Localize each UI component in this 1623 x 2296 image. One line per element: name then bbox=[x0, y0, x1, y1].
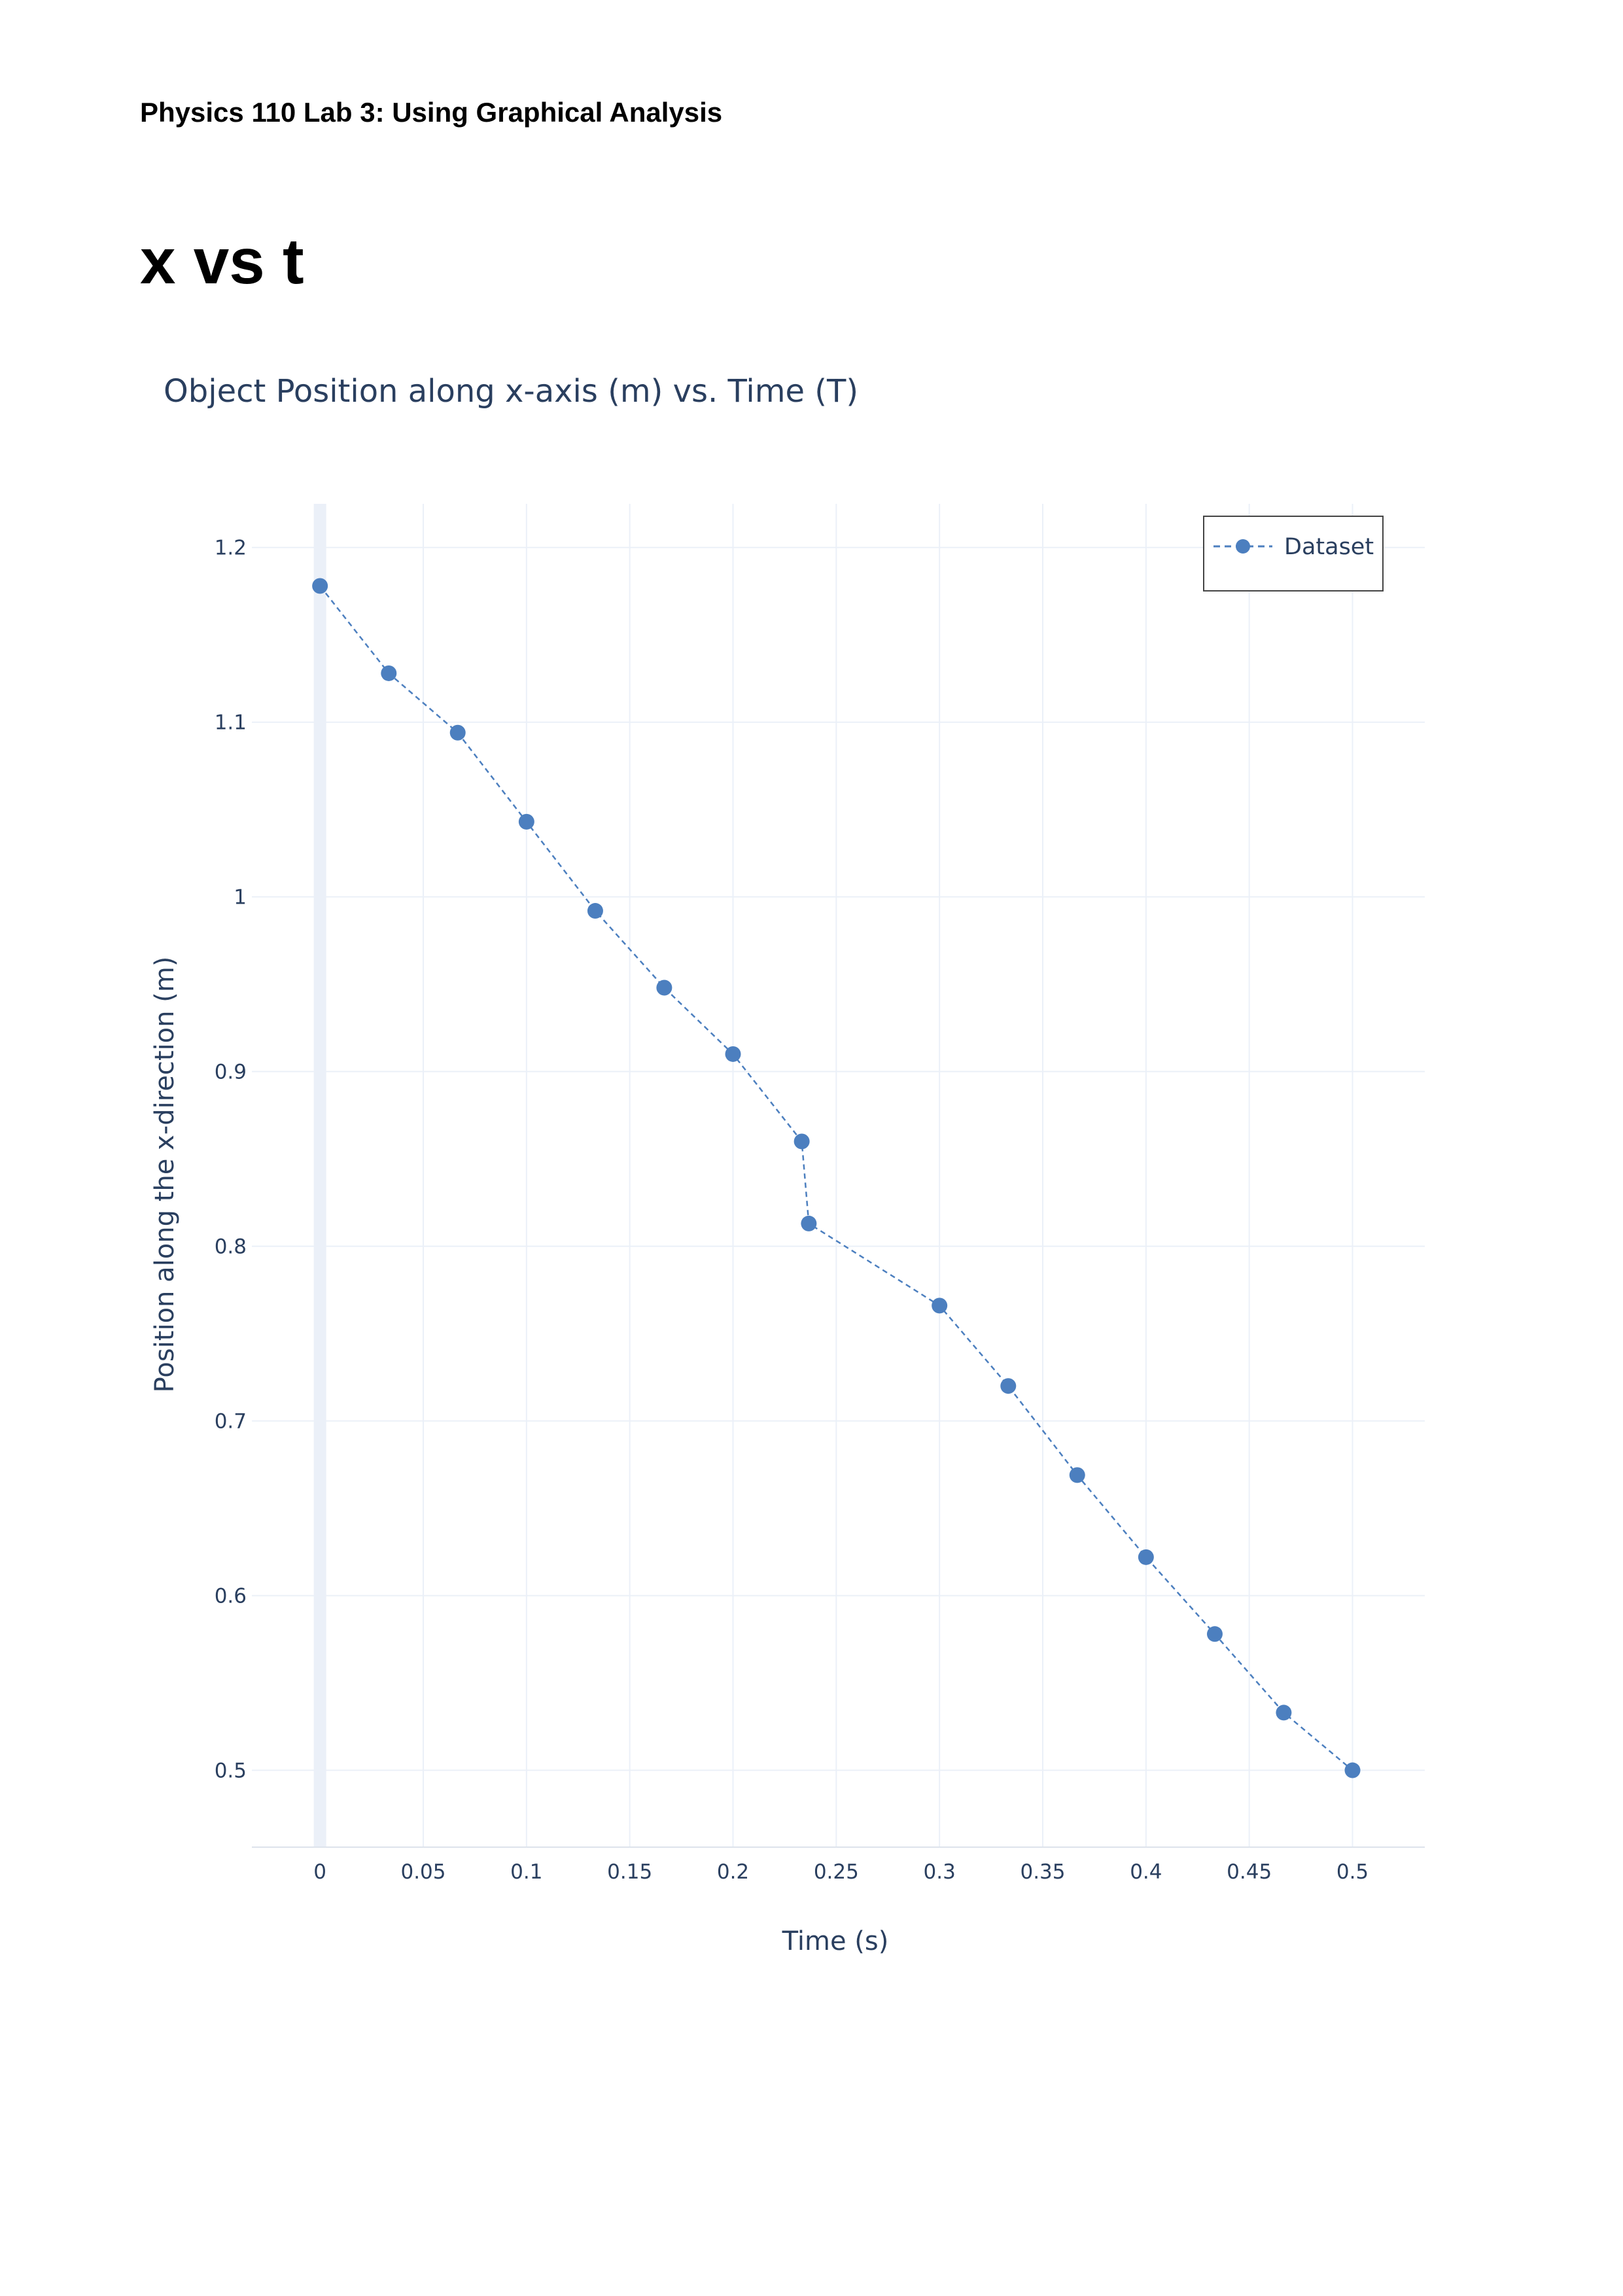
data-point bbox=[801, 1215, 817, 1231]
series-dataset bbox=[312, 578, 1361, 1778]
grid-lines bbox=[252, 504, 1425, 1848]
legend-label: Dataset bbox=[1284, 534, 1374, 560]
x-tick-label: 0.35 bbox=[1020, 1860, 1065, 1884]
data-point bbox=[1000, 1378, 1017, 1394]
x-tick-label: 0.3 bbox=[924, 1860, 956, 1884]
y-tick-label: 0.5 bbox=[215, 1759, 247, 1783]
data-point bbox=[1138, 1549, 1154, 1565]
data-point bbox=[1206, 1626, 1223, 1642]
data-point bbox=[932, 1298, 948, 1314]
x-tick-label: 0.5 bbox=[1336, 1860, 1369, 1884]
data-point bbox=[449, 724, 466, 741]
data-point bbox=[518, 813, 534, 830]
data-point bbox=[312, 578, 328, 594]
page-header: Physics 110 Lab 3: Using Graphical Analy… bbox=[140, 97, 723, 128]
data-point bbox=[725, 1046, 741, 1062]
x-axis-ticks: 0 0.05 0.1 0.15 0.2 0.25 0.3 0.35 0.4 0.45 0.5 bbox=[313, 1860, 1369, 1884]
y-tick-label: 0.9 bbox=[215, 1061, 247, 1084]
y-tick-label: 0.8 bbox=[215, 1235, 247, 1259]
y-axis-ticks: 0.5 0.6 0.7 0.8 0.9 1 1.1 1.2 bbox=[215, 537, 247, 1783]
x-tick-label: 0 bbox=[313, 1860, 326, 1884]
chart-title: Object Position along x-axis (m) vs. Tim… bbox=[164, 373, 858, 410]
y-axis-title: Position along the x-direction (m) bbox=[150, 957, 180, 1393]
y-tick-label: 1.1 bbox=[215, 711, 247, 735]
data-point bbox=[1276, 1704, 1292, 1721]
legend-marker bbox=[1236, 539, 1250, 554]
y-tick-label: 0.7 bbox=[215, 1410, 247, 1434]
section-title: x vs t bbox=[140, 225, 304, 297]
x-axis-title: Time (s) bbox=[782, 1926, 889, 1956]
x-tick-label: 0.1 bbox=[510, 1860, 542, 1884]
y-tick-label: 1.2 bbox=[215, 537, 247, 560]
data-point bbox=[381, 665, 397, 681]
y-tick-label: 1 bbox=[234, 886, 247, 910]
data-point bbox=[656, 980, 672, 996]
data-point bbox=[1069, 1467, 1085, 1483]
legend-box bbox=[1203, 516, 1384, 592]
x-tick-label: 0.05 bbox=[400, 1860, 445, 1884]
data-point bbox=[1344, 1762, 1361, 1778]
x-tick-label: 0.4 bbox=[1130, 1860, 1162, 1884]
data-point bbox=[587, 903, 603, 919]
y-tick-label: 0.6 bbox=[215, 1585, 247, 1608]
data-point bbox=[794, 1133, 810, 1150]
x-tick-label: 0.25 bbox=[814, 1860, 859, 1884]
x-tick-label: 0.45 bbox=[1227, 1860, 1272, 1884]
legend[interactable]: Dataset bbox=[1203, 516, 1384, 592]
series-line bbox=[319, 585, 1353, 1771]
x-tick-label: 0.15 bbox=[607, 1860, 652, 1884]
x-tick-label: 0.2 bbox=[717, 1860, 749, 1884]
